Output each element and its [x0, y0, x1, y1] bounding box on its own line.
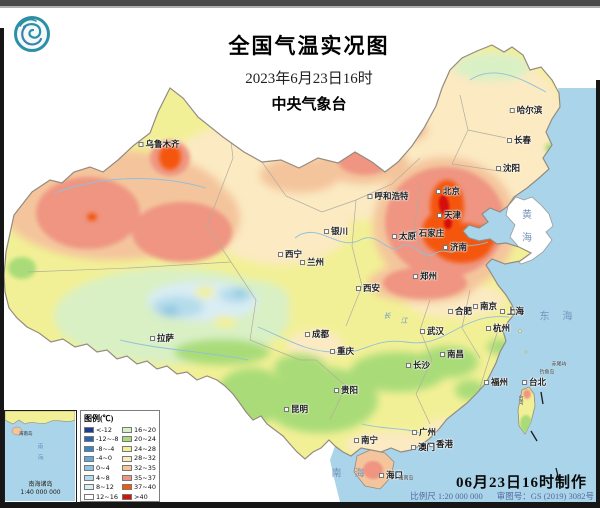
legend-row: -4~0 28~32 — [84, 454, 156, 464]
right-border-strip — [596, 80, 600, 502]
legend-swatch — [122, 445, 132, 452]
legend-row: 12~16 >40 — [84, 492, 156, 502]
legend-swatch — [84, 465, 94, 472]
title-block: 全国气温实况图 2023年6月23日16时 中央气象台 — [194, 30, 424, 114]
legend: 图例(℃) <-12 16~20 -12~-8 20~24 -8~-4 24~28 -4~0… — [80, 410, 160, 502]
inset-coast — [5, 411, 75, 425]
legend-range-label: 4~8 — [96, 473, 110, 482]
hainan-island — [353, 449, 395, 490]
bottom-border-strip — [0, 502, 600, 508]
scale-label: 比例尺 1:20 000 000 — [410, 491, 483, 501]
boundary-dashes — [530, 391, 560, 481]
legend-range-label: 24~28 — [134, 444, 156, 453]
map-credits: 比例尺 1:20 000 000 审图号：GS (2019) 3082号 — [410, 490, 594, 502]
legend-title: 图例(℃) — [84, 414, 114, 423]
left-border-strip — [0, 28, 4, 502]
inset-scale: 1:40 000 000 — [20, 489, 61, 496]
legend-range-label: 16~20 — [134, 425, 156, 434]
inset-map — [5, 411, 75, 501]
legend-swatch — [84, 484, 94, 491]
legend-row: 0~4 32~35 — [84, 463, 156, 473]
legend-swatch — [122, 436, 132, 443]
legend-range-label: 35~37 — [134, 473, 156, 482]
inset-title: 南海诸岛 — [28, 481, 53, 488]
inset-hainan-label: 海南岛 — [19, 432, 33, 437]
legend-swatch — [84, 474, 94, 481]
legend-range-label: 28~32 — [134, 454, 156, 463]
temp-layer-gt40 — [438, 195, 452, 229]
legend-row: -8~-4 24~28 — [84, 444, 156, 454]
legend-row: 8~12 37~40 — [84, 483, 156, 493]
temp-layer-greens — [54, 53, 530, 433]
legend-row: <-12 16~20 — [84, 425, 156, 435]
legend-range-label: 0~4 — [96, 463, 110, 472]
inset-island-dots — [28, 437, 65, 489]
legend-swatch — [84, 426, 94, 433]
top-border-strip — [0, 0, 600, 9]
legend-swatch — [122, 484, 132, 491]
inset-sea-label: 南海 — [36, 443, 42, 465]
rivers — [54, 72, 547, 435]
legend-swatch — [122, 465, 132, 472]
weather-service-logo-icon — [14, 16, 50, 52]
legend-swatch — [84, 445, 94, 452]
legend-swatch — [122, 426, 132, 433]
inset-hainan-island — [11, 426, 23, 436]
legend-rows: <-12 16~20 -12~-8 20~24 -8~-4 24~28 -4~0 28~32 0… — [84, 425, 156, 502]
legend-range-label: 8~12 — [96, 483, 114, 492]
legend-range-label: -8~-4 — [96, 444, 115, 453]
page-title: 全国气温实况图 — [228, 34, 390, 58]
production-time-label: 06月23日16时制作 — [455, 475, 587, 491]
legend-range-label: -4~0 — [96, 454, 113, 463]
legend-range-label: 32~35 — [134, 463, 156, 472]
small-islands — [518, 329, 528, 354]
legend-swatch — [84, 455, 94, 462]
legend-range-label: <-12 — [96, 425, 113, 434]
legend-swatch — [122, 455, 132, 462]
approval-number-label: 审图号：GS (2019) 3082号 — [496, 491, 594, 501]
legend-range-label: >40 — [134, 492, 148, 501]
legend-range-label: 37~40 — [134, 483, 156, 492]
south-china-sea-inset: 海南岛 南海 南海诸岛 1:40 000 000 — [4, 410, 77, 503]
legend-swatch — [84, 436, 94, 443]
legend-range-label: 20~24 — [134, 435, 156, 444]
legend-swatch — [84, 493, 94, 500]
legend-swatch — [122, 474, 132, 481]
legend-row: -12~-8 20~24 — [84, 435, 156, 445]
legend-row: 4~8 35~37 — [84, 473, 156, 483]
legend-range-label: -12~-8 — [96, 435, 119, 444]
legend-range-label: 12~16 — [96, 492, 118, 501]
map-agency: 中央气象台 — [271, 97, 347, 113]
map-datetime: 2023年6月23日16时 — [245, 71, 373, 87]
legend-swatch — [122, 493, 132, 500]
